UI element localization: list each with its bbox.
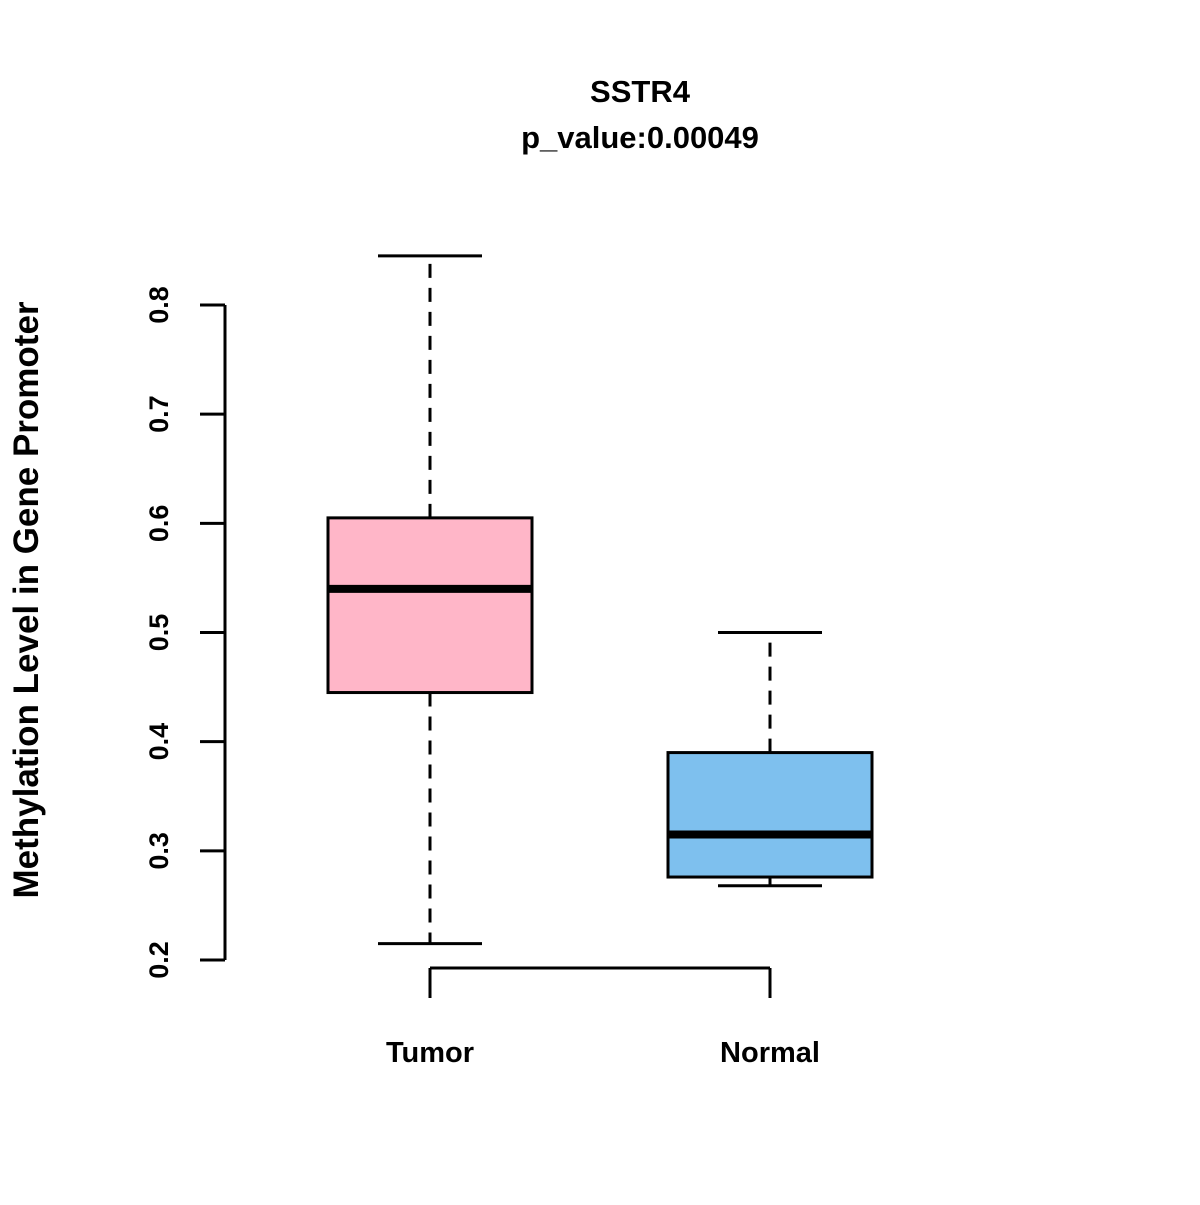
chart-subtitle: p_value:0.00049 — [521, 120, 759, 155]
y-axis-label: Methylation Level in Gene Promoter — [7, 301, 46, 898]
y-tick-label-2: 0.4 — [144, 723, 174, 761]
y-tick-label-4: 0.6 — [144, 505, 174, 543]
y-tick-label-3: 0.5 — [144, 614, 174, 652]
y-tick-label-0: 0.2 — [144, 941, 174, 979]
group-label-normal: Normal — [720, 1037, 820, 1069]
chart-title: SSTR4 — [590, 74, 691, 109]
normal-box — [666, 751, 874, 879]
y-tick-label-6: 0.8 — [144, 286, 174, 324]
tumor-box — [326, 516, 534, 695]
plot-area: 0.2 0.3 0.4 0.5 0.6 0.7 0.8 Tumor Normal — [144, 254, 874, 1069]
y-tick-label-5: 0.7 — [144, 395, 174, 433]
y-tick-label-1: 0.3 — [144, 832, 174, 870]
group-label-tumor: Tumor — [386, 1037, 474, 1069]
